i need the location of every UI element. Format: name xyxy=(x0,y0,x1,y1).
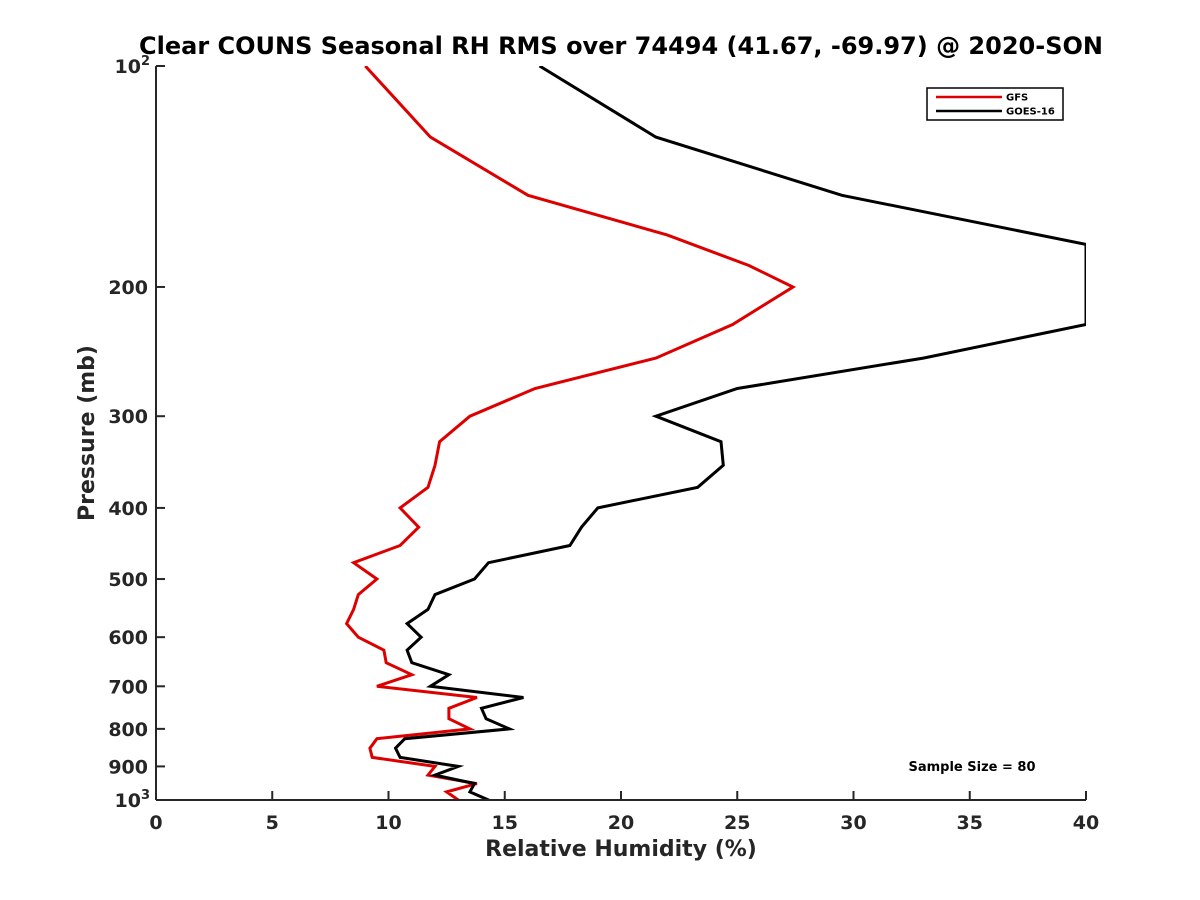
series-line-gfs xyxy=(344,66,797,800)
x-tick-label: 5 xyxy=(266,812,279,834)
x-ticks: 0 5 10 15 20 25 30 35 40 xyxy=(149,791,1099,834)
x-tick-label: 20 xyxy=(608,812,634,834)
y-tick-label: 600 xyxy=(108,627,148,649)
x-tick-label: 30 xyxy=(840,812,866,834)
x-tick-label: 0 xyxy=(149,812,162,834)
x-tick-label: 25 xyxy=(724,812,750,834)
legend: GFS GOES-16 xyxy=(926,87,1064,121)
legend-box xyxy=(926,87,1064,121)
y-tick-label: 300 xyxy=(108,406,148,428)
y-tick-label: 700 xyxy=(108,676,148,698)
x-tick-label: 40 xyxy=(1073,812,1099,834)
series-line-goes-16 xyxy=(393,66,1086,800)
x-tick-label: 10 xyxy=(375,812,401,834)
y-tick-label: 500 xyxy=(108,569,148,591)
x-tick-label: 35 xyxy=(957,812,983,834)
x-axis-label: Relative Humidity (%) xyxy=(485,837,757,862)
sample-size-annotation: Sample Size = 80 xyxy=(908,760,1035,775)
axes xyxy=(155,66,1086,801)
plot-lines xyxy=(344,66,1086,800)
y-axis-label: Pressure (mb) xyxy=(75,345,100,521)
y-tick-label: 103 xyxy=(115,788,151,812)
x-tick-label: 15 xyxy=(492,812,518,834)
y-tick-label: 102 xyxy=(115,54,151,78)
chart-title: Clear COUNS Seasonal RH RMS over 74494 (… xyxy=(139,32,1103,60)
y-tick-label: 200 xyxy=(108,277,148,299)
y-tick-label: 800 xyxy=(108,719,148,741)
y-tick-label: 400 xyxy=(108,498,148,520)
legend-label: GFS xyxy=(1006,93,1028,104)
legend-label: GOES-16 xyxy=(1006,107,1055,118)
y-tick-label: 900 xyxy=(108,756,148,778)
y-ticks: 102 200 300 400 500 600 700 800 900 103 xyxy=(108,54,165,812)
